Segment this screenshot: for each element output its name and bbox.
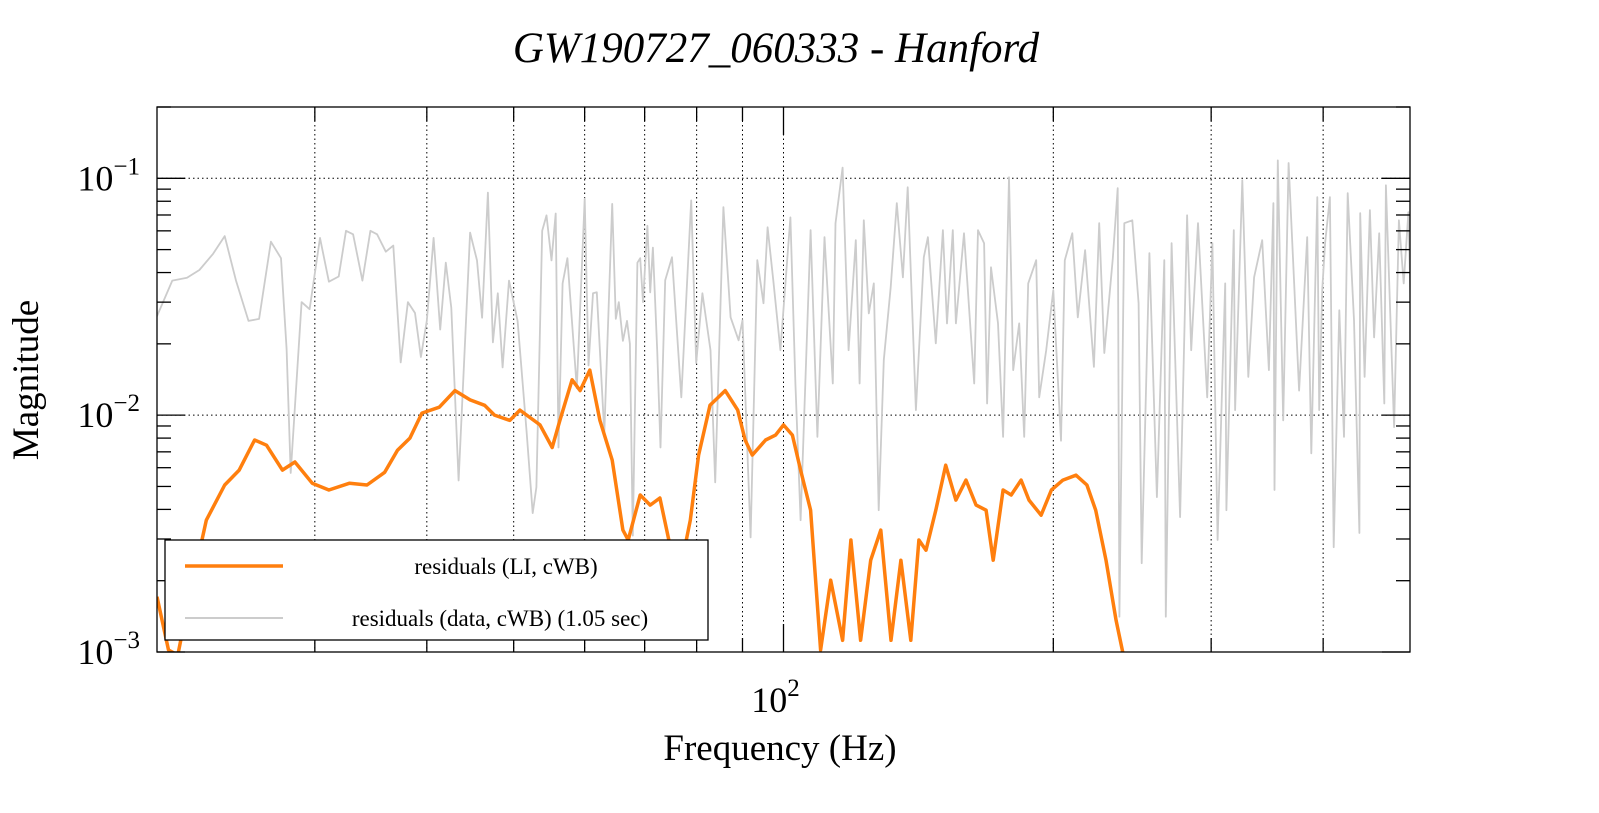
y-axis-label: Magnitude xyxy=(6,300,47,460)
y-tick-label: 10−2 xyxy=(77,390,140,435)
legend: residuals (LI, cWB) residuals (data, cWB… xyxy=(164,539,709,641)
series-group xyxy=(157,159,1410,652)
y-tick-exponent: −2 xyxy=(113,390,140,417)
legend-label-data-cwb: residuals (data, cWB) (1.05 sec) xyxy=(352,606,648,631)
x-tick-base: 10 xyxy=(751,680,787,720)
y-tick-base: 10 xyxy=(77,395,113,435)
y-tick-label: 10−3 xyxy=(77,627,140,672)
y-tick-base: 10 xyxy=(77,158,113,198)
y-tick-exponent: −3 xyxy=(113,627,140,654)
x-tick-labels: 102 xyxy=(751,675,800,720)
y-tick-base: 10 xyxy=(77,632,113,672)
chart-title: GW190727_060333 - Hanford xyxy=(513,25,1040,72)
plot-frame xyxy=(156,106,1411,653)
y-tick-label: 10−1 xyxy=(77,153,140,198)
legend-label-li-cwb: residuals (LI, cWB) xyxy=(414,554,597,579)
series-line-li-cwb xyxy=(157,368,1125,652)
x-axis-label: Frequency (Hz) xyxy=(663,728,896,769)
x-tick-label: 102 xyxy=(751,675,800,720)
legend-box xyxy=(164,539,709,641)
y-tick-labels: 10−110−210−3 xyxy=(77,153,140,672)
y-tick-exponent: −1 xyxy=(113,153,140,180)
x-tick-exponent: 2 xyxy=(787,675,800,702)
